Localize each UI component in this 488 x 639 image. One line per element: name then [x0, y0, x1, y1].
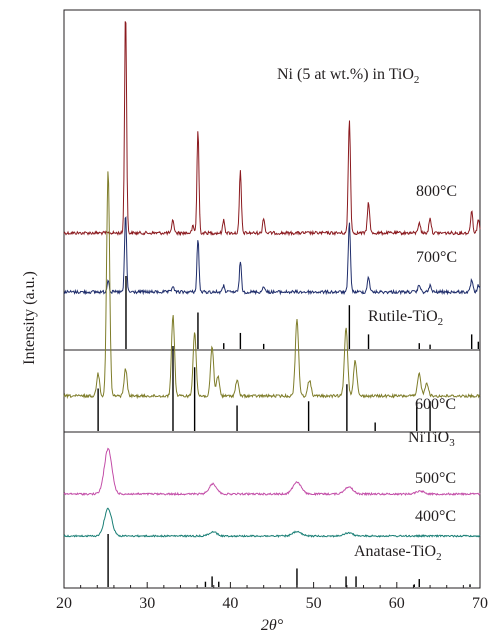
x-axis-ticks: 20 30 40 50 60 70	[56, 582, 488, 612]
y-axis-label: Intensity (a.u.)	[21, 271, 38, 365]
x-tick-label: 50	[306, 595, 322, 612]
series-line-500c	[63, 447, 481, 497]
chart-title: Ni (5 at wt.%) in TiO2	[277, 66, 419, 86]
reference-label-3: Anatase-TiO2	[354, 543, 442, 563]
panel-middle-frame	[63, 349, 481, 433]
x-tick-label: 60	[389, 595, 405, 612]
reference-label-1: Rutile-TiO2	[368, 308, 443, 328]
series-label-500c: 500°C	[415, 470, 456, 487]
series-label-700c: 700°C	[416, 249, 457, 266]
series-line-800c	[63, 21, 481, 237]
x-axis-label: 2θ°	[261, 617, 284, 634]
series-label-400c: 400°C	[415, 508, 456, 525]
series-layer	[63, 21, 481, 538]
series-line-400c	[63, 507, 481, 538]
x-tick-label: 20	[56, 595, 72, 612]
series-line-700c	[64, 216, 481, 296]
reference-layer	[97, 276, 480, 587]
reference-label-2: NiTiO3	[408, 429, 455, 449]
x-tick-label: 40	[222, 595, 238, 612]
x-tick-label: 70	[472, 595, 488, 612]
panel-bottom-frame	[63, 431, 481, 589]
series-labels: 800°C 700°C 600°C 500°C 400°C Rutile-TiO2 NiTi…	[354, 183, 457, 563]
series-label-800c: 800°C	[416, 183, 457, 200]
x-tick-label: 30	[139, 595, 155, 612]
series-line-600c	[63, 171, 481, 400]
series-label-600c: 600°C	[415, 396, 456, 413]
